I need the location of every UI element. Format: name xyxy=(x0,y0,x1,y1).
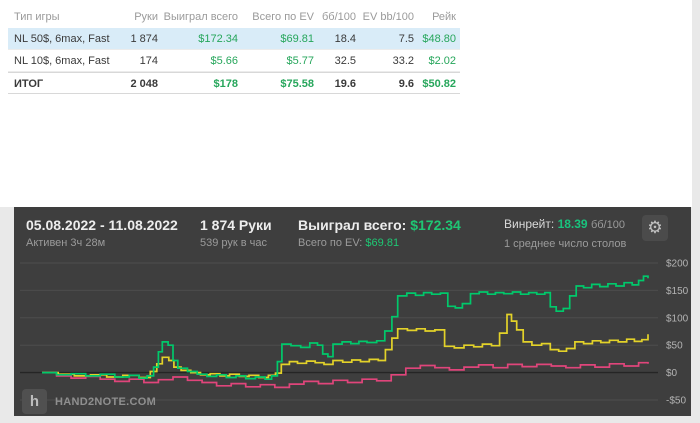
chart-line-Выиграл всего xyxy=(42,275,649,381)
settings-gear-button[interactable]: ⚙ xyxy=(642,215,668,241)
cell-bb100: 32.5 xyxy=(334,55,356,67)
stats-table: Тип игры Руки Выиграл всего Всего по EV … xyxy=(8,7,460,94)
winnings-block: Выиграл всего: $172.34 Всего по EV: $69.… xyxy=(298,216,461,252)
cell-total-ev: $75.58 xyxy=(280,78,314,90)
hands-block: 1 874 Руки 539 рук в час xyxy=(200,216,272,252)
cell-hands: 174 xyxy=(139,55,158,67)
table-row-nl50[interactable]: NL 50$, 6max, Fast 1 874 $172.34 $69.81 … xyxy=(8,28,460,50)
cell-game-type: NL 10$, 6max, Fast xyxy=(14,55,110,67)
hand2note-logo-icon: h xyxy=(22,389,47,414)
cell-won-total: $172.34 xyxy=(198,33,238,45)
cell-rake: $48.80 xyxy=(422,33,456,45)
col-header-game-type[interactable]: Тип игры xyxy=(14,11,60,23)
top-area: Тип игры Руки Выиграл всего Всего по EV … xyxy=(0,0,692,207)
won-total-label: Выиграл всего: xyxy=(298,217,407,233)
col-header-hands[interactable]: Руки xyxy=(134,11,158,23)
total-ev-value: $69.81 xyxy=(365,237,400,249)
cell-rake: $2.02 xyxy=(428,55,456,67)
col-header-won-total[interactable]: Выиграл всего xyxy=(163,11,238,23)
gear-icon: ⚙ xyxy=(647,218,663,237)
cell-game-type: ИТОГ xyxy=(14,78,44,90)
svg-text:$100: $100 xyxy=(666,313,689,324)
table-row-total[interactable]: ИТОГ 2 048 $178 $75.58 19.6 9.6 $50.82 xyxy=(8,72,460,94)
winnings-chart: $200 $150 $100 $50 $0 -$50 xyxy=(20,259,689,407)
watermark: h HAND2NOTE.COM xyxy=(22,389,156,414)
cell-ev-bb100: 7.5 xyxy=(398,33,414,45)
won-total-value: $172.34 xyxy=(410,217,461,233)
cell-total-ev: $69.81 xyxy=(280,33,314,45)
cell-bb100: 18.4 xyxy=(334,33,356,45)
winrate-unit: бб/100 xyxy=(590,219,625,231)
cell-won-total: $178 xyxy=(213,78,238,90)
col-header-rake[interactable]: Рейк xyxy=(432,11,456,23)
cell-won-total: $5.66 xyxy=(210,55,238,67)
chart-line-Всего по EV xyxy=(42,313,649,379)
hands-count: 1 874 Руки xyxy=(200,217,272,233)
cell-game-type: NL 50$, 6max, Fast xyxy=(14,33,110,45)
watermark-text: HAND2NOTE.COM xyxy=(55,395,157,408)
session-graph-panel: 05.08.2022 - 11.08.2022 Активен 3ч 28м 1… xyxy=(14,207,691,416)
table-header-row: Тип игры Руки Выиграл всего Всего по EV … xyxy=(8,7,460,28)
cell-rake: $50.82 xyxy=(422,78,456,90)
cell-total-ev: $5.77 xyxy=(286,55,314,67)
svg-text:$200: $200 xyxy=(666,259,689,270)
date-range: 05.08.2022 - 11.08.2022 xyxy=(26,217,178,233)
svg-text:$0: $0 xyxy=(666,368,678,379)
col-header-total-ev[interactable]: Всего по EV xyxy=(252,11,314,23)
svg-text:$150: $150 xyxy=(666,286,689,297)
active-time: Активен 3ч 28м xyxy=(26,237,106,249)
table-row-nl10[interactable]: NL 10$, 6max, Fast 174 $5.66 $5.77 32.5 … xyxy=(8,50,460,72)
cell-ev-bb100: 9.6 xyxy=(398,78,414,90)
cell-ev-bb100: 33.2 xyxy=(392,55,414,67)
cell-hands: 1 874 xyxy=(130,33,158,45)
chart-line-pink xyxy=(42,361,649,389)
col-header-bb100[interactable]: бб/100 xyxy=(321,11,356,23)
cell-bb100: 19.6 xyxy=(334,78,356,90)
total-ev-label: Всего по EV: xyxy=(298,237,363,249)
cell-hands: 2 048 xyxy=(130,78,158,90)
hands-per-hour: 539 рук в час xyxy=(200,237,268,249)
col-header-ev-bb100[interactable]: EV bb/100 xyxy=(362,11,414,23)
winrate-value: 18.39 xyxy=(557,217,588,231)
svg-text:$50: $50 xyxy=(666,341,683,352)
winrate-label: Винрейт: xyxy=(504,217,555,231)
svg-text:-$50: -$50 xyxy=(666,396,686,407)
winrate-block: Винрейт: 18.39 бб/100 1 среднее число ст… xyxy=(504,214,626,253)
avg-tables: 1 среднее число столов xyxy=(504,238,627,250)
date-range-block: 05.08.2022 - 11.08.2022 Активен 3ч 28м xyxy=(26,216,178,252)
